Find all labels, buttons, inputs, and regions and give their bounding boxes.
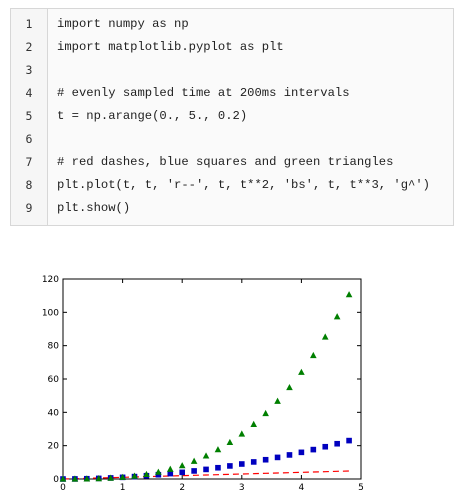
axis-ticks: 0 1 2 3 4 5 0 20 40 60 80 100 120 [42,275,364,493]
triangle-marker [238,430,246,437]
triangle-marker [286,383,293,391]
y-tick-label: 20 [48,442,60,452]
triangle-marker [345,291,353,298]
triangle-marker [143,470,150,478]
line-text: import matplotlib.pyplot as plt [57,40,284,54]
square-marker [215,464,221,471]
triangle-marker [190,457,198,464]
triangle-marker [166,465,174,472]
triangle-marker [333,313,341,320]
square-marker [179,469,185,476]
code-line: 7 # red dashes, blue squares and green t… [11,151,453,174]
square-marker [262,456,269,463]
x-tick-label: 3 [239,483,245,493]
square-marker [203,466,209,473]
line-number: 3 [25,63,33,77]
triangle-marker [202,452,210,459]
square-marker [310,446,317,453]
triangle-marker [59,475,67,482]
triangle-marker [321,333,329,340]
line-number-gutter [11,9,48,225]
square-marker [286,452,293,458]
code-line: 5 t = np.arange(0., 5., 0.2) [11,105,453,128]
plot-axes-frame [62,278,362,480]
square-marker [191,468,197,474]
x-tick-label: 4 [299,483,305,493]
x-tick-label: 2 [179,483,185,493]
x-tick-label: 5 [358,483,364,493]
y-tick-label: 0 [53,475,59,485]
triangle-marker [274,397,281,404]
line-text: # evenly sampled time at 200ms intervals [57,86,350,100]
triangle-marker [95,475,103,482]
square-marker [239,461,245,467]
y-tick-label: 100 [42,308,59,318]
square-marker [298,449,305,456]
x-tick-label: 1 [120,483,126,493]
line-number: 4 [25,86,33,100]
triangle-marker [83,475,91,482]
x-tick-label: 0 [60,483,66,493]
code-block: 1 import numpy as np 2 import matplotlib… [10,8,454,226]
square-marker [274,454,281,461]
code-line: 2 import matplotlib.pyplot as plt [11,36,453,59]
triangle-marker [226,438,234,446]
triangle-marker [214,446,222,453]
series-line-red-dashes [62,470,350,480]
triangle-marker [131,472,138,479]
triangle-marker [119,473,126,480]
triangle-marker [155,468,162,475]
line-text: plt.show() [57,201,131,215]
code-line: 4 # evenly sampled time at 200ms interva… [11,82,453,105]
line-number: 7 [25,155,33,169]
line-number: 5 [25,109,33,123]
y-tick-label: 80 [48,342,60,352]
line-text: plt.plot(t, t, 'r--', t, t**2, 'bs', t, … [57,178,430,192]
triangle-marker [71,475,79,482]
triangle-marker [178,462,186,469]
line-text: # red dashes, blue squares and green tri… [57,155,394,169]
square-marker [250,459,257,465]
triangle-marker [298,368,305,375]
triangle-marker [262,409,269,417]
line-number: 6 [25,132,33,146]
code-line: 6 [11,128,453,151]
code-line: 9 plt.show() [11,197,453,220]
line-number: 1 [25,17,33,31]
square-marker [346,437,352,444]
line-text: import numpy as np [57,17,189,31]
line-number: 2 [25,40,33,54]
triangle-marker [107,474,114,481]
line-text: t = np.arange(0., 5., 0.2) [57,109,248,123]
triangle-marker [310,351,317,359]
code-line: 8 plt.plot(t, t, 'r--', t, t**2, 'bs', t… [11,174,453,197]
code-line: 3 [11,59,453,82]
square-marker [167,470,174,477]
y-tick-label: 60 [48,375,60,385]
square-marker [334,440,340,447]
triangle-marker [250,420,258,427]
plot-series [59,291,353,482]
y-tick-label: 120 [42,275,59,285]
plot-figure: 0 1 2 3 4 5 0 20 40 60 80 100 120 [42,275,364,493]
line-number: 8 [25,178,33,192]
code-line: 1 import numpy as np [11,13,453,36]
y-tick-label: 40 [48,408,60,418]
square-marker [227,463,233,469]
line-number: 9 [25,201,33,215]
square-marker [322,443,329,450]
